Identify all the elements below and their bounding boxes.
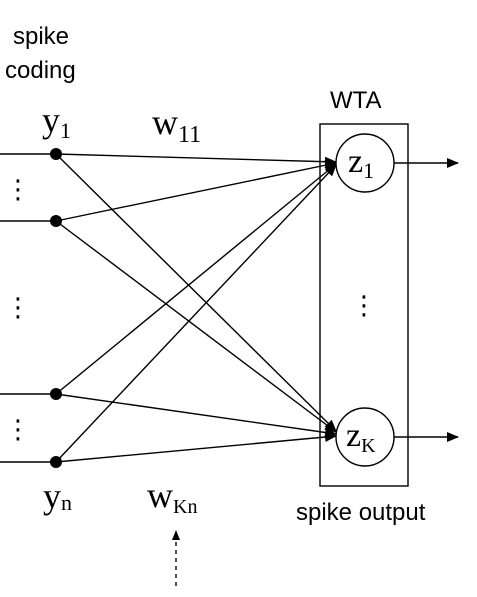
ellipsis-left-middle: ⋮ [5, 292, 31, 322]
spike-coding-label-line1: spike [13, 23, 69, 50]
weight-edge-2-to-zk [55, 220, 337, 433]
weight-edge-1-to-z1 [55, 153, 337, 167]
wta-label: WTA [330, 87, 382, 114]
w11-label: w11 [152, 102, 201, 148]
input-neuron-y1 [50, 148, 62, 160]
wkn-label: wKn [147, 475, 197, 518]
weight-edge-3-to-z1 [55, 163, 337, 395]
input-neuron-y2 [50, 215, 62, 227]
weight-edge-1-to-zk [55, 153, 337, 432]
input-neuron-yn [50, 456, 62, 468]
y1-label: y1 [42, 100, 71, 143]
zk-label: zK [346, 417, 376, 457]
input-neuron-y3 [50, 388, 62, 400]
wta-box [319, 123, 409, 487]
spike-output-label: spike output [296, 499, 426, 526]
ellipsis-left-bottom: ⋮ [5, 414, 31, 444]
weight-edge-3-to-zk [55, 393, 337, 438]
ellipsis-wta: ⋮ [351, 290, 377, 320]
ellipsis-left-top: ⋮ [5, 174, 31, 204]
z1-label: z1 [348, 143, 374, 183]
yn-label: yn [43, 476, 72, 516]
weight-edge-2-to-z1 [55, 160, 337, 222]
weight-edge-n-to-z1 [55, 164, 337, 463]
weight-edge-n-to-zk [55, 432, 337, 463]
spike-coding-label-line2: coding [5, 57, 76, 84]
